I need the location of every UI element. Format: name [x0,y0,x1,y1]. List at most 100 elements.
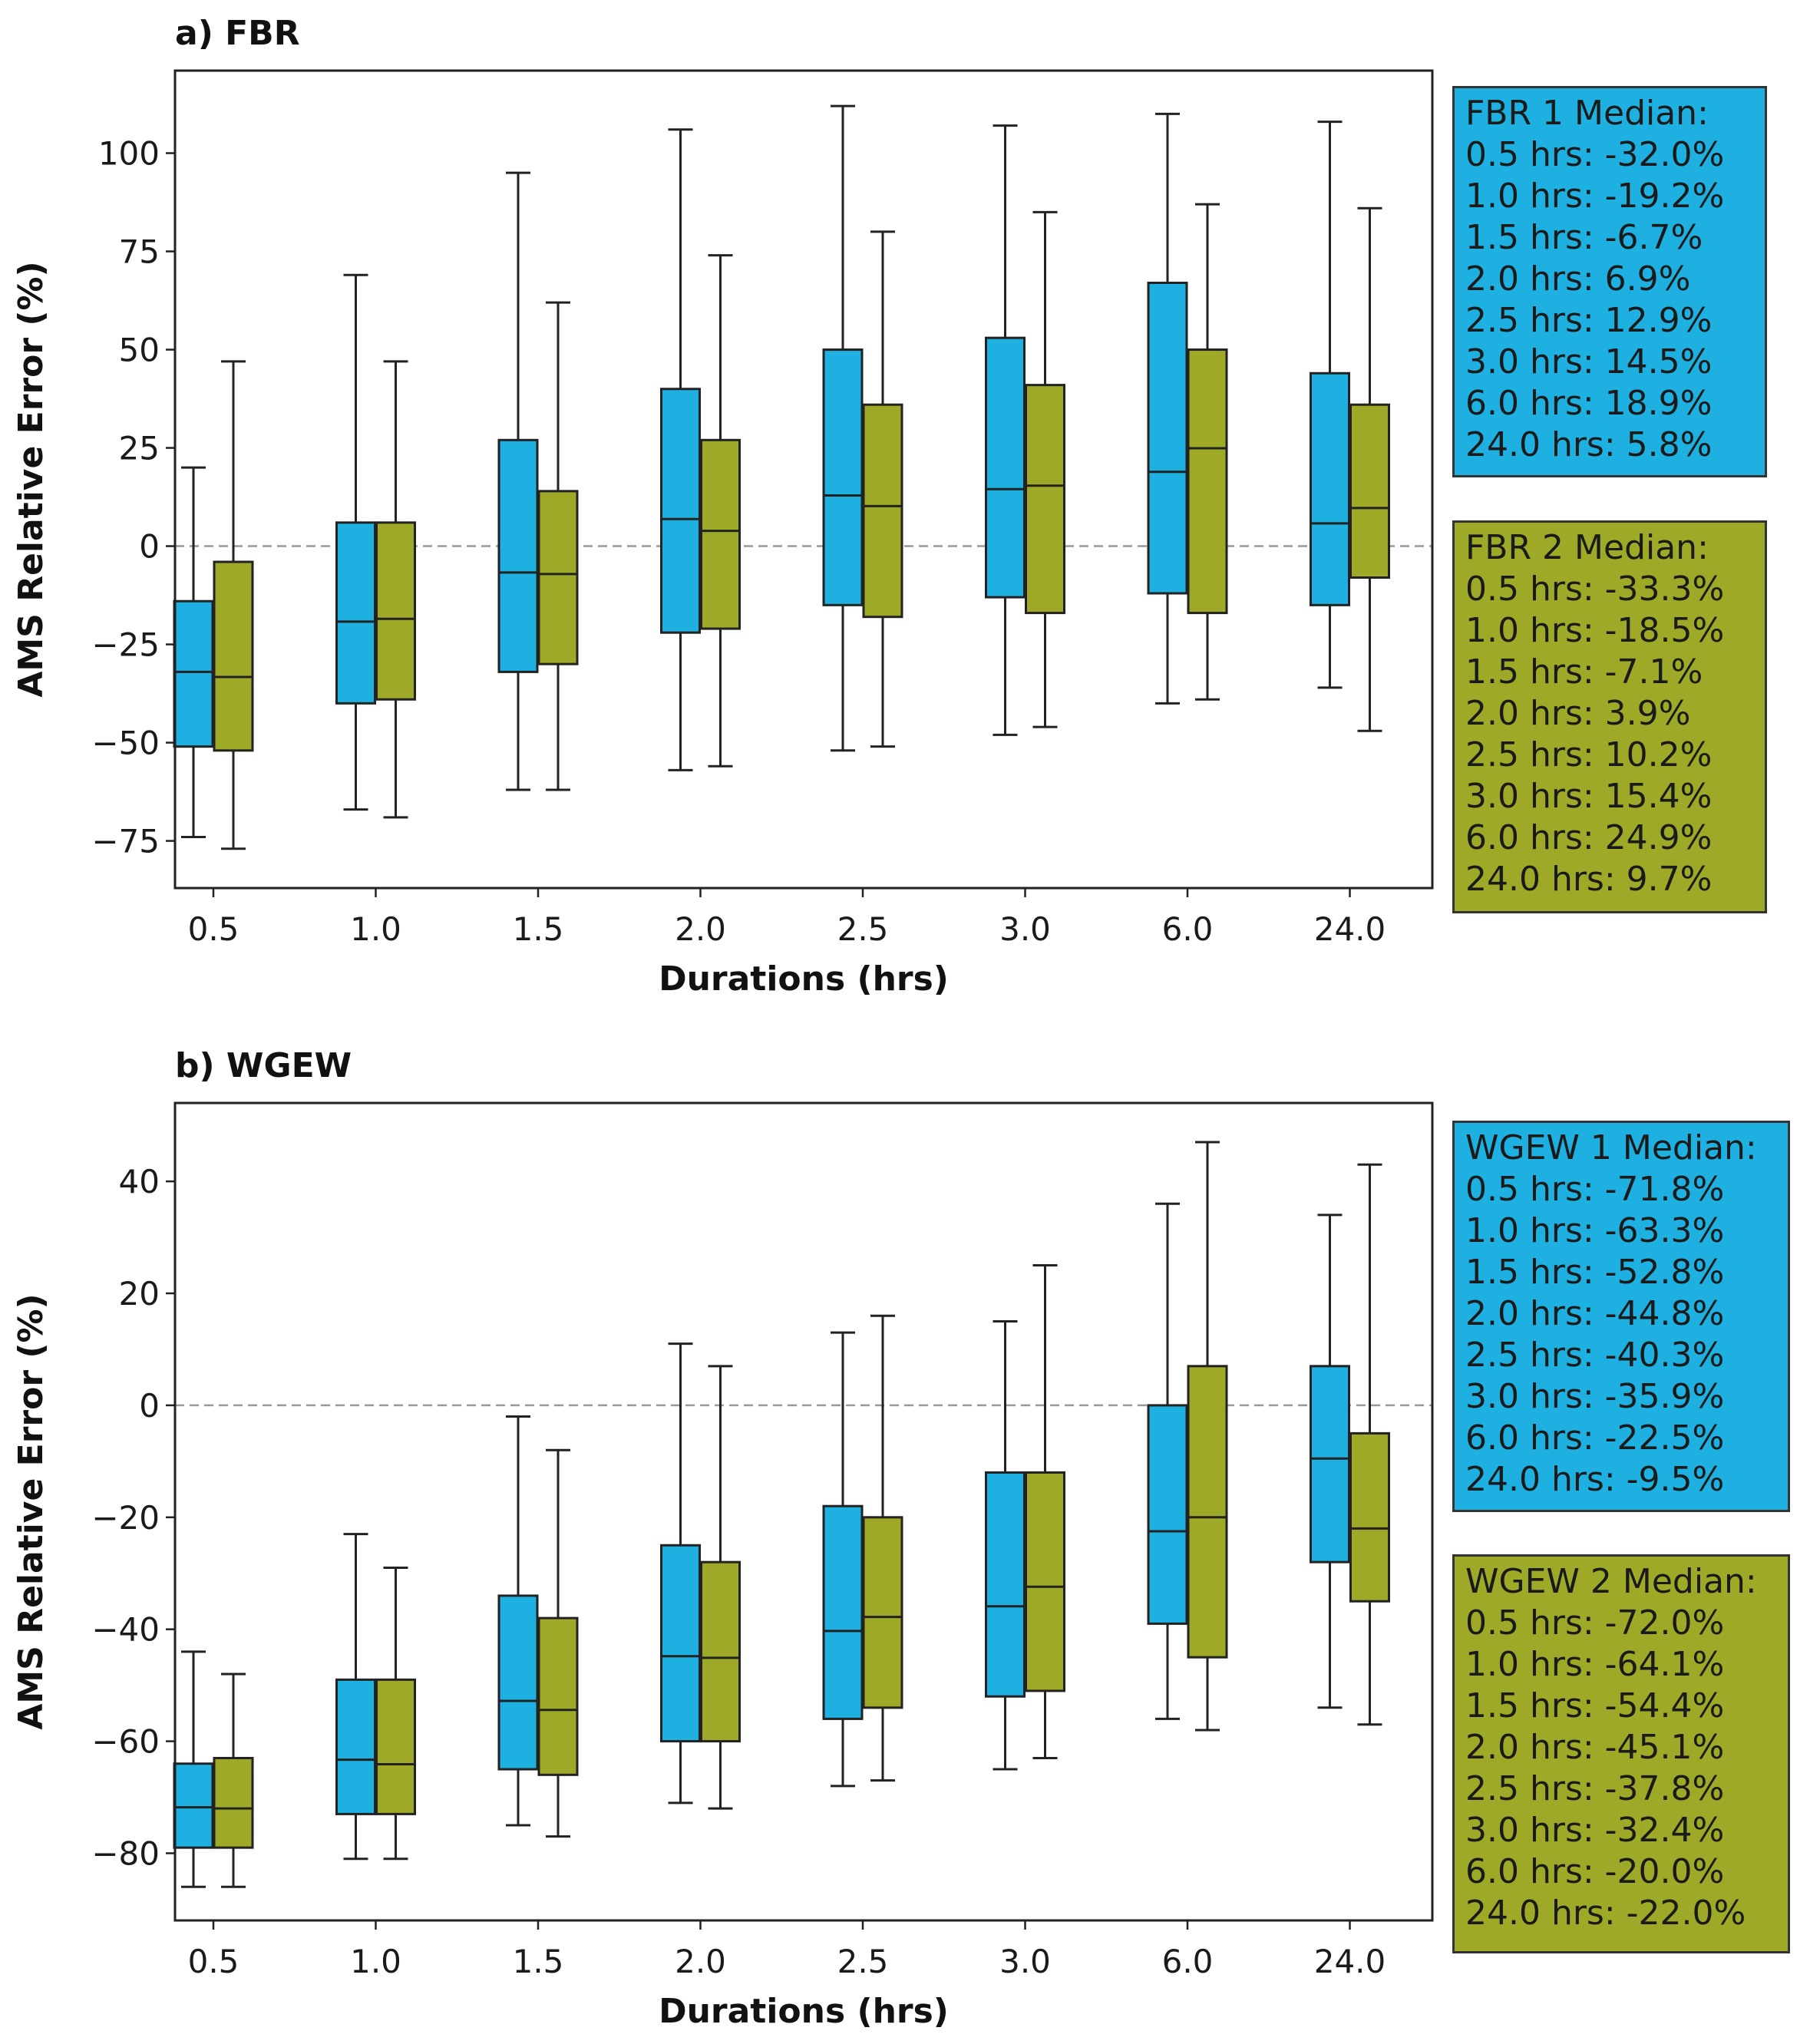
legend-median-line: 24.0 hrs: -9.5% [1465,1460,1725,1499]
iqr-box [1310,371,1350,606]
legend-median-line: 2.0 hrs: 6.9% [1465,259,1691,299]
fbr1-box-3.0 [985,124,1026,736]
y-tick-label: −50 [91,725,160,762]
panel-fbr: a) FBR −75 −50 −25 0 25 50 75 100 0.5 1.0 1.5 2.0 2.5… [12,14,1767,999]
legend-median-line: 1.5 hrs: -54.4% [1465,1686,1725,1725]
panel-wgew: b) WGEW −80 −60 −40 −20 0 20 40 0.5 1.0 1.5 2.0 2.5 3… [0,1032,1810,2044]
plot-frame [173,69,1434,890]
wgew1-box-0.5 [173,1650,214,1888]
fbr2-box-6.0 [1187,203,1228,701]
fbr2-median-legend: FBR 2 Median: 0.5 hrs: -33.3% 1.0 hrs: -18… [1452,520,1767,913]
legend-title: WGEW 1 Median: [1465,1128,1757,1167]
x-tick-label: 2.5 [837,1943,889,1980]
legend-median-line: 6.0 hrs: 18.9% [1465,384,1713,423]
iqr-box [985,1471,1026,1698]
legend-median-line: 3.0 hrs: 14.5% [1465,342,1713,381]
fbr1-box-2.0 [660,128,701,771]
y-tick-label: −60 [91,1723,160,1761]
iqr-box [173,599,214,748]
x-tick-label: 6.0 [1162,1943,1214,1980]
legend-median-line: 1.5 hrs: -6.7% [1465,218,1703,257]
iqr-box [822,348,864,606]
y-tick-label: 100 [98,135,160,173]
legend-title: FBR 1 Median: [1465,94,1709,133]
iqr-box [213,560,254,752]
iqr-box [1349,403,1390,580]
legend-title: FBR 2 Median: [1465,528,1709,567]
legend-median-line: 3.0 hrs: 15.4% [1465,777,1713,816]
iqr-box [862,403,903,619]
y-axis-label: AMS Relative Error (%) [12,1293,51,1729]
iqr-box [1310,1365,1350,1564]
wgew2-box-1.5 [537,1448,579,1838]
x-tick-label: 1.5 [513,1943,564,1980]
wgew1-box-24.0 [1310,1214,1350,1709]
legend-median-line: 6.0 hrs: -22.5% [1465,1418,1725,1458]
legend-median-line: 3.0 hrs: -35.9% [1465,1377,1725,1416]
iqr-box [1187,1365,1228,1659]
iqr-box [700,438,741,630]
legend-median-line: 0.5 hrs: -33.3% [1465,570,1725,609]
x-tick-label: 24.0 [1314,1943,1386,1980]
iqr-box [985,336,1026,599]
wgew2-box-6.0 [1187,1141,1228,1732]
fbr2-box-24.0 [1349,206,1390,732]
legend-median-line: 0.5 hrs: -32.0% [1465,135,1725,174]
y-tick-label: −75 [91,823,160,860]
legend-median-line: 2.5 hrs: -40.3% [1465,1336,1725,1375]
legend-median-line: 1.0 hrs: -64.1% [1465,1645,1725,1684]
wgew2-box-0.5 [213,1673,254,1888]
legend-median-line: 24.0 hrs: 5.8% [1465,425,1713,464]
legend-median-line: 6.0 hrs: 24.9% [1465,818,1713,857]
y-tick-label: 0 [139,528,160,566]
y-tick-label: 40 [119,1163,160,1200]
iqr-box [660,388,701,634]
fbr1-box-6.0 [1147,112,1188,705]
legend-median-line: 2.5 hrs: 10.2% [1465,735,1713,774]
y-axis-label: AMS Relative Error (%) [12,261,51,697]
x-axis-label: Durations (hrs) [659,1992,949,2031]
fbr2-box-2.5 [862,230,903,748]
legend-median-line: 2.0 hrs: -45.1% [1465,1728,1725,1767]
wgew2-box-3.0 [1025,1264,1065,1759]
iqr-box [375,521,416,701]
legend-median-line: 1.5 hrs: -52.8% [1465,1253,1725,1292]
wgew-chart: b) WGEW −80 −60 −40 −20 0 20 40 0.5 1.0 1.5 2.0 2.5 3… [12,1046,1434,2031]
fbr1-box-1.5 [497,171,539,791]
iqr-box [700,1560,741,1743]
fbr1-box-2.5 [822,104,864,752]
iqr-box [173,1762,214,1849]
iqr-box [1187,348,1228,615]
legend-median-line: 1.0 hrs: -63.3% [1465,1211,1725,1250]
y-tick-label: 0 [139,1387,160,1425]
wgew1-box-2.0 [660,1342,701,1805]
x-tick-label: 2.0 [675,910,726,948]
iqr-box [335,521,376,705]
legend-median-line: 1.5 hrs: -7.1% [1465,652,1703,692]
y-tick-label: −40 [91,1611,160,1649]
x-tick-label: 1.0 [350,1943,401,1980]
fbr2-box-3.0 [1025,210,1065,728]
legend-median-line: 1.0 hrs: -18.5% [1465,611,1725,650]
x-tick-label: 2.0 [675,1943,726,1980]
fbr2-box-0.5 [213,360,254,850]
wgew2-box-24.0 [1349,1163,1390,1726]
legend-median-line: 3.0 hrs: -32.4% [1465,1811,1725,1850]
iqr-box [1147,281,1188,595]
x-tick-label: 24.0 [1314,910,1386,948]
iqr-box [1349,1431,1390,1603]
wgew1-box-3.0 [985,1319,1026,1771]
x-tick-label: 0.5 [188,1943,239,1980]
wgew1-box-6.0 [1147,1202,1188,1720]
wgew2-box-2.0 [700,1365,741,1810]
x-tick-label: 2.5 [837,910,889,948]
wgew1-box-2.5 [822,1331,864,1788]
iqr-box [213,1756,254,1849]
iqr-box [1025,384,1065,615]
legend-median-line: 6.0 hrs: -20.0% [1465,1852,1725,1891]
iqr-box [537,490,579,665]
wgew2-median-legend: WGEW 2 Median: 0.5 hrs: -72.0% 1.0 hrs: -6… [1452,1554,1790,1953]
y-tick-label: −20 [91,1499,160,1537]
legend-median-line: 1.0 hrs: -19.2% [1465,177,1725,216]
fbr2-box-2.0 [700,254,741,768]
